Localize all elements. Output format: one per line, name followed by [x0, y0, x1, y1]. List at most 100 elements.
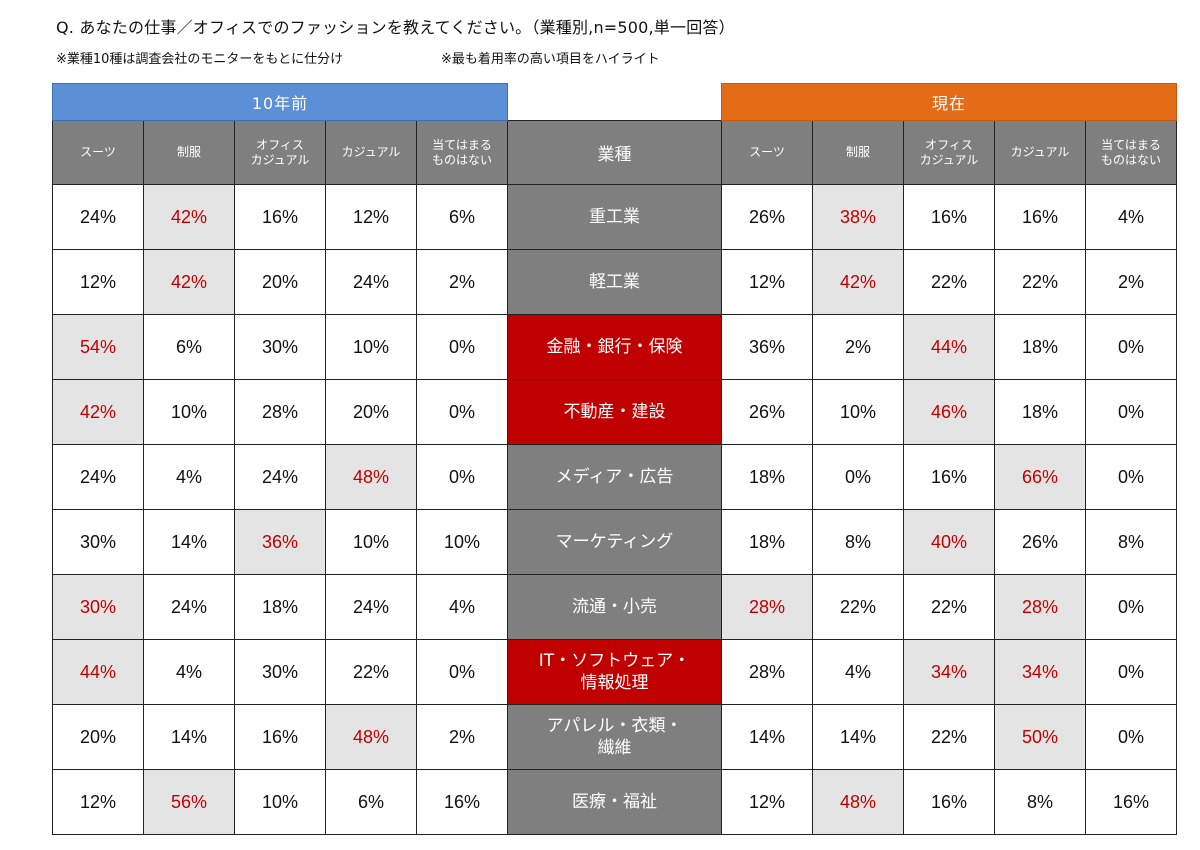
past-value-cell-suit: 12%	[52, 769, 144, 835]
table-row: 12% 42% 20% 24% 2% 軽工業 12% 42% 22% 22% 2%	[52, 249, 1177, 315]
now-value-cell-none: 0%	[1085, 704, 1177, 770]
now-value-cell-uniform: 22%	[812, 574, 904, 640]
past-value-cell-office-casual: 20%	[234, 249, 326, 315]
past-value-cell-suit: 42%	[52, 379, 144, 445]
past-value-cell-none: 16%	[416, 769, 508, 835]
now-value-cell-uniform: 0%	[812, 444, 904, 510]
now-value-cell-office-casual: 22%	[903, 704, 995, 770]
past-value-cell-none: 4%	[416, 574, 508, 640]
column-header-row: スーツ 制服 オフィス カジュアル カジュアル 当てはまる ものはない 業種 スーツ 制服 オフィス…	[52, 120, 1177, 185]
now-value-cell-uniform: 42%	[812, 249, 904, 315]
now-value-cell-office-casual: 16%	[903, 769, 995, 835]
now-value-cell-casual: 26%	[994, 509, 1086, 575]
past-value-cell-suit: 12%	[52, 249, 144, 315]
group-gap	[508, 84, 722, 121]
industry-label: 不動産・建設	[507, 379, 722, 445]
now-value-cell-suit: 12%	[721, 249, 813, 315]
past-value-cell-none: 0%	[416, 379, 508, 445]
past-value-cell-suit: 24%	[52, 184, 144, 250]
past-value-cell-office-casual: 30%	[234, 314, 326, 380]
now-col-header-office-casual: オフィス カジュアル	[903, 120, 995, 185]
table-body: 24% 42% 16% 12% 6% 重工業 26% 38% 16% 16% 4% 12% 42% 20%…	[52, 184, 1177, 835]
now-value-cell-uniform: 2%	[812, 314, 904, 380]
now-value-cell-suit: 18%	[721, 444, 813, 510]
past-value-cell-uniform: 4%	[143, 444, 235, 510]
past-value-cell-office-casual: 16%	[234, 704, 326, 770]
now-value-cell-none: 2%	[1085, 249, 1177, 315]
now-value-cell-casual: 18%	[994, 314, 1086, 380]
past-col-header-casual: カジュアル	[325, 120, 417, 185]
past-value-cell-none: 2%	[416, 704, 508, 770]
now-value-cell-uniform: 10%	[812, 379, 904, 445]
now-value-cell-none: 0%	[1085, 574, 1177, 640]
industry-col-header: 業種	[507, 120, 722, 185]
table-row: 30% 24% 18% 24% 4% 流通・小売 28% 22% 22% 28% 0%	[52, 574, 1177, 640]
past-value-cell-office-casual: 30%	[234, 639, 326, 705]
table-row: 12% 56% 10% 6% 16% 医療・福祉 12% 48% 16% 8% 16%	[52, 769, 1177, 835]
past-value-cell-casual: 12%	[325, 184, 417, 250]
page-title: Q. あなたの仕事／オフィスでのファッションを教えてください。（業種別,n=50…	[56, 18, 735, 37]
now-value-cell-none: 16%	[1085, 769, 1177, 835]
table-row: 42% 10% 28% 20% 0% 不動産・建設 26% 10% 46% 18% 0%	[52, 379, 1177, 445]
now-value-cell-casual: 28%	[994, 574, 1086, 640]
past-value-cell-suit: 30%	[52, 574, 144, 640]
note-highlight: ※最も着用率の高い項目をハイライト	[441, 52, 660, 67]
fashion-table: 10年前 現在 スーツ 制服 オフィス カジュアル カジュアル 当てはまる ものはない 業種ス…	[52, 83, 1177, 835]
now-value-cell-none: 4%	[1085, 184, 1177, 250]
past-value-cell-casual: 6%	[325, 769, 417, 835]
past-value-cell-uniform: 14%	[143, 704, 235, 770]
now-value-cell-office-casual: 44%	[903, 314, 995, 380]
past-value-cell-suit: 44%	[52, 639, 144, 705]
now-value-cell-none: 0%	[1085, 444, 1177, 510]
industry-label: 医療・福祉	[507, 769, 722, 835]
past-col-header-office-casual: オフィス カジュアル	[234, 120, 326, 185]
table-row: 24% 4% 24% 48% 0% メディア・広告 18% 0% 16% 66% 0%	[52, 444, 1177, 510]
industry-label: 流通・小売	[507, 574, 722, 640]
past-value-cell-uniform: 42%	[143, 184, 235, 250]
now-col-header-none: 当てはまる ものはない	[1085, 120, 1177, 185]
past-value-cell-office-casual: 28%	[234, 379, 326, 445]
now-value-cell-suit: 26%	[721, 379, 813, 445]
now-value-cell-uniform: 4%	[812, 639, 904, 705]
past-value-cell-casual: 24%	[325, 574, 417, 640]
group-header-past: 10年前	[52, 83, 508, 121]
now-value-cell-suit: 28%	[721, 574, 813, 640]
now-value-cell-office-casual: 40%	[903, 509, 995, 575]
now-value-cell-uniform: 14%	[812, 704, 904, 770]
now-value-cell-suit: 14%	[721, 704, 813, 770]
now-value-cell-none: 8%	[1085, 509, 1177, 575]
industry-label: IT・ソフトウェア・ 情報処理	[507, 639, 722, 705]
now-value-cell-casual: 18%	[994, 379, 1086, 445]
now-value-cell-suit: 36%	[721, 314, 813, 380]
past-value-cell-uniform: 10%	[143, 379, 235, 445]
now-col-header-casual: カジュアル	[994, 120, 1086, 185]
past-value-cell-none: 6%	[416, 184, 508, 250]
note-classification: ※業種10種は調査会社のモニターをもとに仕分け	[56, 52, 344, 67]
industry-label: 軽工業	[507, 249, 722, 315]
past-value-cell-office-casual: 18%	[234, 574, 326, 640]
now-value-cell-casual: 8%	[994, 769, 1086, 835]
now-value-cell-office-casual: 34%	[903, 639, 995, 705]
past-value-cell-uniform: 6%	[143, 314, 235, 380]
past-col-header-uniform: 制服	[143, 120, 235, 185]
past-value-cell-office-casual: 24%	[234, 444, 326, 510]
past-value-cell-office-casual: 10%	[234, 769, 326, 835]
industry-label: アパレル・衣類・ 繊維	[507, 704, 722, 770]
past-value-cell-uniform: 24%	[143, 574, 235, 640]
past-value-cell-office-casual: 36%	[234, 509, 326, 575]
past-value-cell-suit: 20%	[52, 704, 144, 770]
past-value-cell-casual: 22%	[325, 639, 417, 705]
now-col-header-uniform: 制服	[812, 120, 904, 185]
now-value-cell-office-casual: 16%	[903, 184, 995, 250]
past-value-cell-casual: 20%	[325, 379, 417, 445]
past-value-cell-suit: 30%	[52, 509, 144, 575]
table-row: 44% 4% 30% 22% 0% IT・ソフトウェア・ 情報処理 28% 4% 34% 34% 0%	[52, 639, 1177, 705]
past-value-cell-uniform: 4%	[143, 639, 235, 705]
past-value-cell-casual: 48%	[325, 704, 417, 770]
table-row: 24% 42% 16% 12% 6% 重工業 26% 38% 16% 16% 4%	[52, 184, 1177, 250]
now-value-cell-casual: 16%	[994, 184, 1086, 250]
now-value-cell-none: 0%	[1085, 639, 1177, 705]
now-value-cell-uniform: 38%	[812, 184, 904, 250]
past-value-cell-none: 0%	[416, 639, 508, 705]
past-col-header-suit: スーツ	[52, 120, 144, 185]
